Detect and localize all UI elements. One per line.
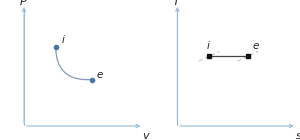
- Text: i: i: [61, 36, 64, 46]
- Text: e: e: [97, 70, 103, 80]
- Text: s: s: [296, 131, 300, 140]
- Text: v: v: [142, 131, 149, 140]
- Text: P: P: [20, 0, 26, 7]
- Text: T: T: [173, 0, 180, 7]
- Text: i: i: [207, 41, 209, 51]
- Text: e: e: [252, 41, 259, 51]
